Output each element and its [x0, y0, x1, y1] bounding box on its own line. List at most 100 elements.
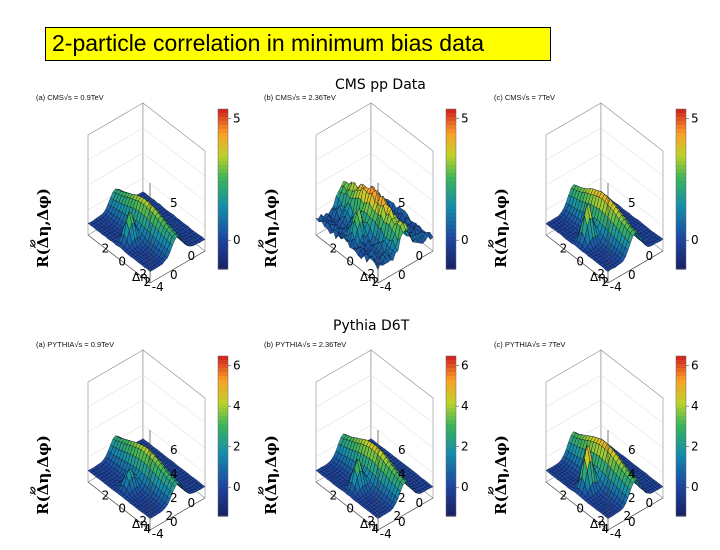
colorbar-segment — [218, 476, 228, 481]
chart-panel: (a) CMS√s = 0.9TeV -4 -2 0 2 0 2 0 5 Δη Δφ R(Δη,Δφ)… — [30, 93, 260, 303]
grid-line — [600, 399, 664, 449]
y-tick-label: 0 — [646, 496, 654, 510]
colorbar-segment — [218, 193, 228, 198]
z-axis-label: R(Δη,Δφ) — [492, 188, 510, 268]
colorbar-segment — [218, 237, 228, 242]
colorbar-segment — [676, 141, 686, 146]
z-tick-label: 5 — [628, 196, 636, 210]
colorbar-segment — [676, 109, 686, 114]
chart-panel: (b) CMS√s = 2.36TeV -4 -2 0 2 0 2 0 5 Δη Δφ R(Δη,Δφ… — [258, 93, 488, 303]
colorbar-segment — [218, 488, 228, 493]
colorbar-segment — [446, 512, 456, 517]
chart-panel: (c) CMS√s = 7TeV -4 -2 0 2 0 2 0 5 Δη Δφ R(Δη,Δφ) 0 5 — [488, 93, 718, 303]
colorbar-segment — [218, 384, 228, 389]
colorbar-tick-label: 2 — [691, 440, 699, 454]
colorbar-segment — [218, 412, 228, 417]
z-tick-label: 6 — [170, 443, 178, 457]
y-axis — [377, 250, 434, 284]
panel-title: (a) PYTHIA√s = 0.9TeV — [36, 340, 115, 349]
grid-line — [600, 177, 664, 227]
colorbar-segment — [676, 205, 686, 210]
colorbar-segment — [218, 420, 228, 425]
colorbar-segment — [676, 504, 686, 509]
colorbar-segment — [218, 221, 228, 226]
y-tick-label: 2 — [166, 509, 174, 523]
colorbar-segment — [676, 412, 686, 417]
x-axis — [315, 234, 379, 284]
x-axis — [315, 481, 379, 531]
colorbar-segment — [446, 185, 456, 190]
colorbar-segment — [446, 205, 456, 210]
x-axis-label: Δη — [590, 270, 606, 284]
colorbar-segment — [676, 213, 686, 218]
colorbar-segment — [676, 400, 686, 405]
colorbar-segment — [446, 456, 456, 461]
colorbar-segment — [218, 189, 228, 194]
colorbar-segment — [218, 153, 228, 158]
x-axis — [87, 481, 151, 531]
colorbar-segment — [218, 137, 228, 142]
colorbar-segment — [676, 201, 686, 206]
colorbar-tick-label: 4 — [233, 399, 241, 413]
x-tick-label: -4 — [380, 527, 392, 541]
colorbar-segment — [218, 165, 228, 170]
colorbar-segment — [446, 245, 456, 250]
colorbar-segment — [676, 125, 686, 130]
colorbar-segment — [446, 181, 456, 186]
colorbar-segment — [446, 157, 456, 162]
colorbar-segment — [218, 181, 228, 186]
colorbar-segment — [676, 173, 686, 178]
surface-mesh — [315, 433, 434, 519]
colorbar-frame — [445, 355, 457, 517]
y-tick-label: 2 — [602, 275, 610, 289]
x-axis-label: Δη — [132, 270, 148, 284]
z-tick-label: 4 — [170, 467, 178, 481]
y-axis — [149, 250, 206, 284]
colorbar-segment — [218, 145, 228, 150]
colorbar-segment — [218, 512, 228, 517]
colorbar-segment — [446, 165, 456, 170]
colorbar-segment — [218, 428, 228, 433]
colorbar-segment — [446, 492, 456, 497]
colorbar-segment — [446, 424, 456, 429]
chart-panel: (c) PYTHIA√s = 7TeV -4 -2 0 2 0 2 4 0 2 4 6 Δη Δφ R(Δη… — [488, 340, 718, 550]
grid-line — [370, 399, 434, 449]
colorbar-segment — [446, 444, 456, 449]
colorbar-segment — [218, 201, 228, 206]
x-tick-label: -2 — [363, 267, 375, 281]
colorbar-segment — [676, 189, 686, 194]
y-axis-label: Δφ — [30, 482, 39, 503]
z-tick-label: 2 — [398, 491, 406, 505]
colorbar-segment — [446, 392, 456, 397]
colorbar-segment — [218, 484, 228, 489]
y-axis-label: Δφ — [488, 235, 497, 256]
z-tick-label: 0 — [170, 268, 178, 282]
y-axis — [377, 497, 434, 531]
colorbar-segment — [676, 380, 686, 385]
grid-line — [600, 374, 664, 424]
z-tick-label: 5 — [170, 196, 178, 210]
colorbar — [217, 108, 231, 270]
x-axis — [545, 481, 609, 531]
colorbar-segment — [218, 356, 228, 361]
colorbar-segment — [218, 448, 228, 453]
colorbar-segment — [676, 488, 686, 493]
colorbar-segment — [676, 165, 686, 170]
colorbar-segment — [218, 444, 228, 449]
colorbar-segment — [218, 424, 228, 429]
colorbar-segment — [676, 161, 686, 166]
colorbar-segment — [218, 400, 228, 405]
colorbar-segment — [676, 440, 686, 445]
colorbar-segment — [676, 448, 686, 453]
colorbar-segment — [446, 448, 456, 453]
colorbar-segment — [218, 432, 228, 437]
colorbar-segment — [218, 141, 228, 146]
colorbar-segment — [446, 241, 456, 246]
colorbar-tick-label: 0 — [691, 233, 699, 247]
z-axis-label: R(Δη,Δφ) — [34, 435, 52, 515]
y-axis — [607, 497, 664, 531]
colorbar-segment — [218, 109, 228, 114]
colorbar-segment — [676, 237, 686, 242]
grid-line — [315, 127, 372, 161]
